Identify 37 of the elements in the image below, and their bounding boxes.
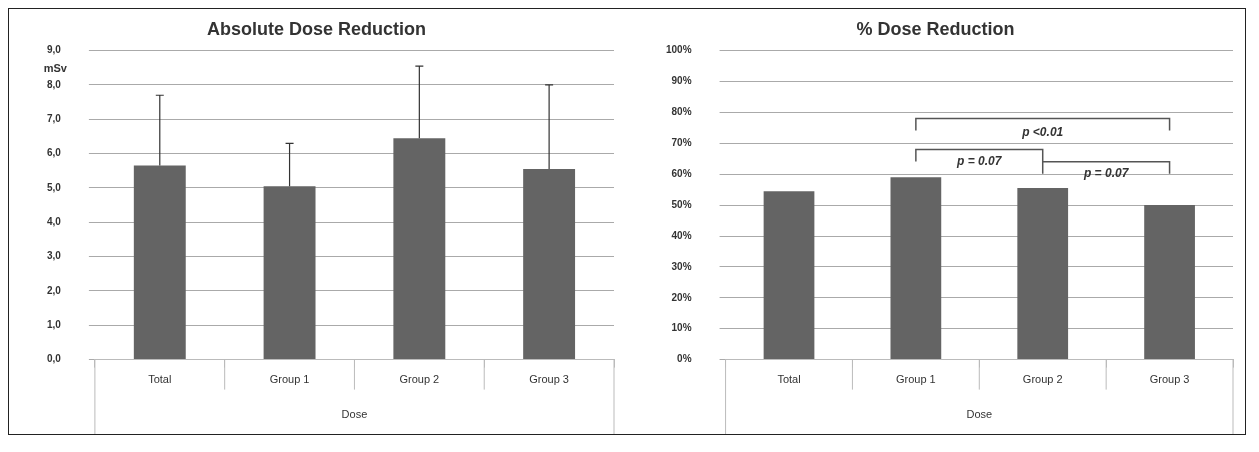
annotation: p <0.01 — [1021, 124, 1064, 139]
chart-title: % Dose Reduction — [856, 18, 1015, 39]
x-tick-label: Group 2 — [1022, 373, 1063, 386]
y-tick-label: 50% — [671, 198, 692, 210]
x-tick-label: Group 1 — [895, 373, 936, 386]
y-tick-label: 10% — [671, 322, 692, 334]
annotation: p = 0.07 — [1082, 166, 1130, 181]
x-tick-label: Group 2 — [399, 373, 440, 386]
y-tick-label: 60% — [671, 167, 692, 179]
y-tick-label: 5,0 — [47, 181, 62, 193]
y-axis-title: mSv — [43, 61, 68, 74]
x-tick-label: Total — [148, 373, 172, 386]
y-tick-label: 70% — [671, 137, 692, 149]
y-tick-label: 7,0 — [47, 113, 62, 125]
y-tick-label: 4,0 — [47, 216, 62, 228]
y-tick-label: 40% — [671, 229, 692, 241]
x-tick-label: Group 3 — [1149, 373, 1190, 386]
y-tick-label: 0,0 — [47, 353, 62, 365]
y-tick-label: 9,0 — [47, 44, 62, 56]
y-tick-label: 0% — [677, 353, 692, 365]
y-tick-label: 100% — [666, 44, 692, 56]
y-tick-label: 2,0 — [47, 284, 62, 296]
annotation: p = 0.07 — [956, 153, 1003, 168]
y-tick-label: 20% — [671, 291, 692, 303]
y-tick-label: 3,0 — [47, 250, 62, 262]
y-tick-label: 80% — [671, 106, 692, 118]
y-tick-label: 1,0 — [47, 319, 62, 331]
x-tick-label: Total — [777, 373, 801, 386]
x-tick-label: Group 3 — [529, 373, 569, 386]
y-tick-label: 8,0 — [47, 78, 62, 90]
y-tick-label: 6,0 — [47, 147, 62, 159]
y-tick-label: 90% — [671, 75, 692, 87]
x-tick-label: Group 1 — [269, 373, 310, 386]
x-axis-title: Dose — [966, 408, 993, 421]
chart-title: Absolute Dose Reduction — [206, 18, 427, 39]
x-axis-title: Dose — [341, 408, 368, 421]
y-tick-label: 30% — [671, 260, 692, 272]
